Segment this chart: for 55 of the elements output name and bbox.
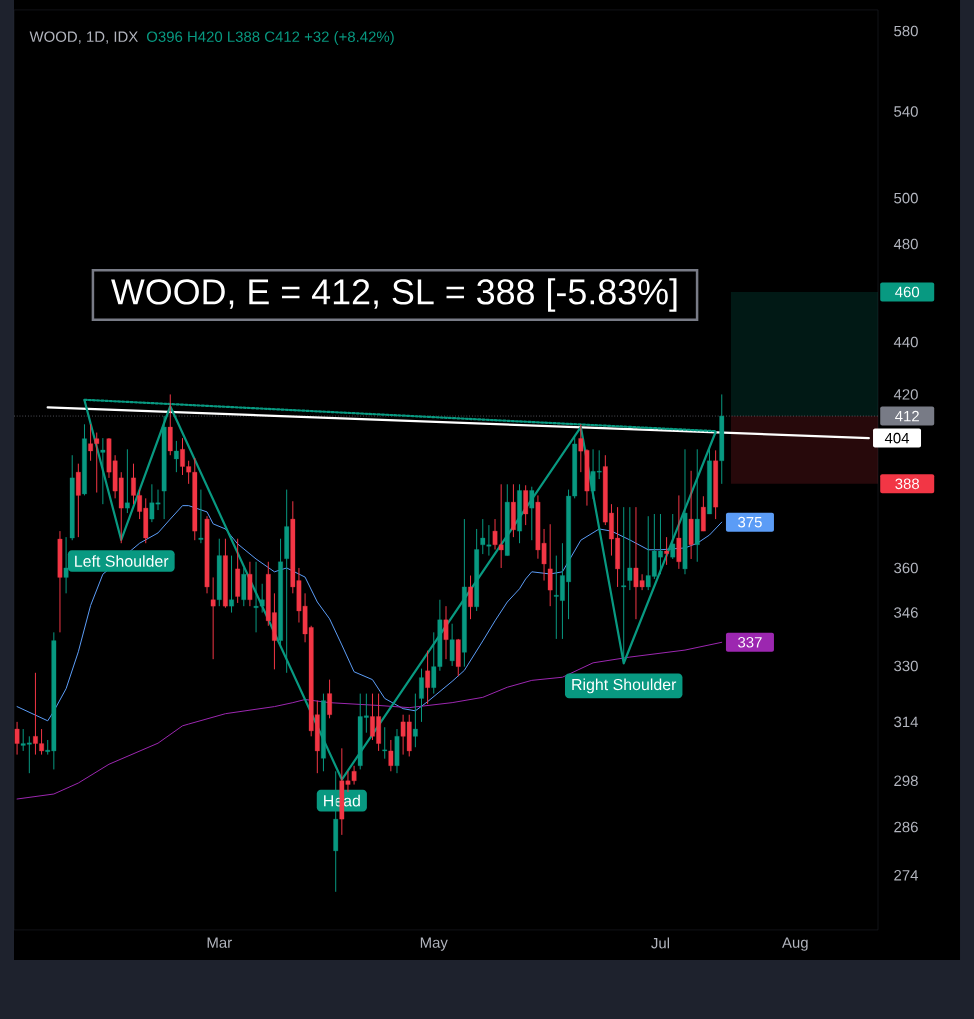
candlestick [388, 739, 394, 772]
x-tick-label: Mar [207, 937, 232, 948]
candlestick [443, 605, 449, 660]
y-tick-label: 480 [893, 238, 918, 250]
y-tick-label: 346 [894, 607, 918, 618]
candlestick [425, 650, 430, 705]
candlestick [167, 393, 173, 456]
annotation: Left Shoulder [75, 555, 169, 567]
band-label: 388 [895, 478, 920, 490]
candlestick [468, 575, 473, 620]
y-tick-label: 330 [894, 660, 918, 672]
y-tick-label: 360 [894, 562, 918, 574]
candlestick [670, 513, 676, 560]
candlestick [198, 489, 204, 544]
y-tick-label: 580 [894, 25, 918, 37]
band-label: 460 [895, 286, 920, 298]
x-tick-label: Aug [782, 937, 808, 951]
y-tick-label: 440 [893, 336, 918, 348]
candlestick [100, 437, 106, 505]
text: WOOD, 1D, IDX [29, 31, 138, 44]
text: O396 H420 L388 C412 +32 (+8.42%) [146, 31, 394, 45]
y-tick-label: 500 [894, 192, 918, 204]
candlestick [174, 440, 179, 473]
candlestick [701, 495, 706, 532]
ref-line-label: 412 [895, 410, 919, 422]
candlestick [523, 484, 529, 526]
line-series [16, 505, 723, 722]
candlestick [449, 623, 455, 667]
data-label: 404 [884, 432, 910, 444]
candlestick [529, 486, 535, 541]
candlestick [14, 721, 20, 756]
annotation: WOOD, E = 412, SL = 388 [-5.83%] [111, 278, 677, 312]
candlestick [664, 536, 669, 566]
candlestick [229, 555, 234, 614]
x-tick-label: May [420, 937, 448, 951]
candlestick [125, 448, 130, 514]
y-tick-label: 420 [893, 389, 918, 400]
x-tick-label: Jul [651, 937, 670, 949]
data-label: 337 [738, 637, 762, 648]
candlestick [627, 506, 633, 591]
y-tick-label: 540 [894, 106, 918, 117]
y-tick-label: 298 [894, 775, 918, 787]
candlestick [327, 679, 332, 719]
candlestick [210, 576, 216, 660]
candlestick [413, 693, 418, 748]
candlestick [382, 726, 388, 760]
candlestick [75, 463, 81, 538]
candlestick [676, 494, 682, 570]
y-tick-label: 274 [894, 870, 919, 881]
y-tick-label: 314 [894, 716, 919, 728]
candlestick [419, 668, 424, 723]
candlestick [547, 523, 553, 607]
y-tick-label: 286 [894, 821, 918, 833]
annotation: Right Shoulder [572, 678, 677, 694]
data-label: 375 [738, 516, 762, 528]
